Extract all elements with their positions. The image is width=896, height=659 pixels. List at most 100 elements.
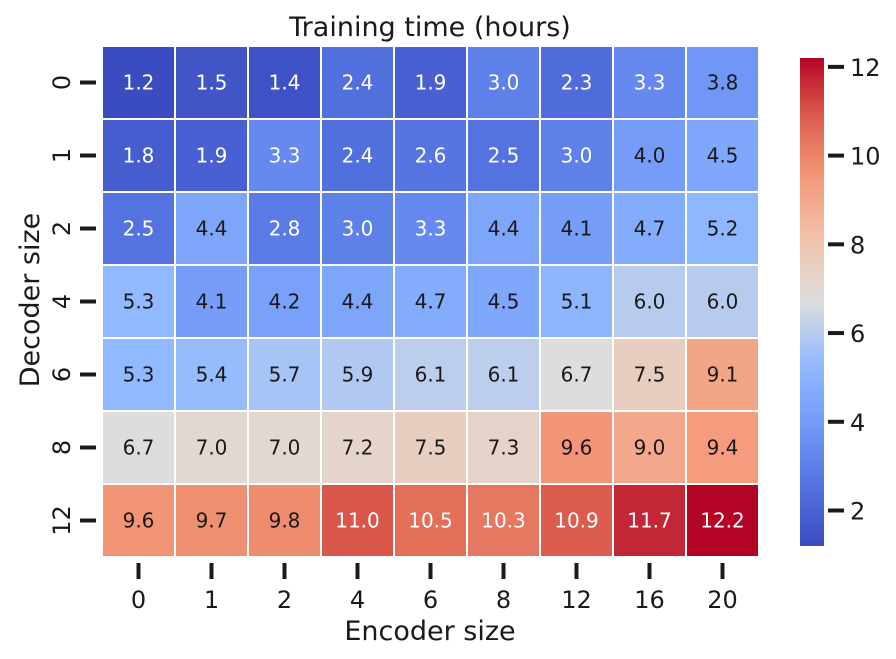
y-tick-label: 6 — [48, 367, 76, 382]
heatmap-cell — [101, 264, 176, 339]
cell-value-label: 2.5 — [123, 217, 155, 241]
cell-value-label: 7.5 — [634, 363, 666, 387]
cell-value-label: 1.2 — [123, 71, 155, 95]
colorbar-tick-label: 6 — [850, 320, 865, 348]
cell-value-label: 2.8 — [269, 217, 301, 241]
heatmap-cell — [685, 337, 760, 412]
cell-value-label: 2.3 — [561, 71, 593, 95]
heatmap-cell — [685, 264, 760, 339]
cell-value-label: 4.5 — [488, 290, 520, 314]
cell-value-label: 5.4 — [196, 363, 228, 387]
cell-value-label: 1.9 — [415, 71, 447, 95]
cell-value-label: 9.6 — [561, 436, 593, 460]
cell-value-label: 10.5 — [408, 509, 453, 533]
cell-value-label: 4.4 — [196, 217, 228, 241]
heatmap-cell — [101, 483, 176, 558]
x-tick-label: 8 — [496, 586, 511, 614]
cell-value-label: 3.3 — [415, 217, 447, 241]
heatmap-cell — [320, 191, 395, 266]
heatmap-cell — [393, 118, 468, 193]
heatmap-cell — [174, 191, 249, 266]
y-tick-label: 4 — [48, 294, 76, 309]
heatmap-cell — [247, 191, 322, 266]
cell-value-label: 9.1 — [707, 363, 739, 387]
cell-value-label: 1.8 — [123, 144, 155, 168]
cell-value-label: 3.8 — [707, 71, 739, 95]
cell-value-label: 4.4 — [342, 290, 374, 314]
cell-value-label: 9.6 — [123, 509, 155, 533]
heatmap-cell — [539, 483, 614, 558]
heatmap-cell — [247, 410, 322, 485]
cell-value-label: 5.3 — [123, 290, 155, 314]
cell-value-label: 5.7 — [269, 363, 301, 387]
cell-value-label: 4.0 — [634, 144, 666, 168]
heatmap-cell — [466, 337, 541, 412]
heatmap-cell — [393, 410, 468, 485]
cell-value-label: 7.0 — [269, 436, 301, 460]
heatmap-cell — [612, 410, 687, 485]
cell-value-label: 6.1 — [415, 363, 447, 387]
cell-value-label: 6.0 — [634, 290, 666, 314]
heatmap-cell — [174, 483, 249, 558]
heatmap-cells — [101, 45, 760, 558]
cell-value-label: 3.3 — [269, 144, 301, 168]
x-axis-label: Encoder size — [344, 616, 515, 647]
cell-value-label: 2.4 — [342, 71, 374, 95]
cell-value-label: 5.2 — [707, 217, 739, 241]
heatmap-cell — [612, 483, 687, 558]
chart-title: Training time (hours) — [288, 12, 571, 43]
colorbar-tick-label: 8 — [850, 231, 865, 259]
cell-value-label: 9.8 — [269, 509, 301, 533]
cell-value-label: 7.3 — [488, 436, 520, 460]
y-axis-label: Decoder size — [15, 213, 46, 388]
cell-value-label: 3.0 — [342, 217, 374, 241]
cell-value-label: 4.5 — [707, 144, 739, 168]
x-tick-label: 1 — [204, 586, 219, 614]
heatmap-cell — [466, 483, 541, 558]
heatmap-cell — [101, 337, 176, 412]
cell-value-label: 11.0 — [335, 509, 380, 533]
heatmap-cell — [174, 45, 249, 120]
colorbar: 2 4 6 8 10 12 — [800, 54, 881, 546]
cell-value-label: 4.4 — [488, 217, 520, 241]
cell-value-label: 10.9 — [554, 509, 599, 533]
colorbar-tick-label: 4 — [850, 409, 865, 437]
cell-value-label: 4.7 — [415, 290, 447, 314]
heatmap-cell — [539, 118, 614, 193]
cell-value-label: 4.7 — [634, 217, 666, 241]
cell-value-label: 5.3 — [123, 363, 155, 387]
heatmap-cell — [101, 410, 176, 485]
y-tick-label: 1 — [48, 148, 76, 163]
heatmap-cell — [101, 118, 176, 193]
cell-value-label: 10.3 — [481, 509, 526, 533]
cell-value-label: 9.4 — [707, 436, 739, 460]
heatmap-cell — [685, 118, 760, 193]
cell-value-label: 11.7 — [627, 509, 672, 533]
cell-value-label: 1.4 — [269, 71, 301, 95]
cell-value-label: 6.7 — [561, 363, 593, 387]
cell-value-label: 2.6 — [415, 144, 447, 168]
heatmap-cell — [320, 410, 395, 485]
cell-value-label: 9.7 — [196, 509, 228, 533]
cell-value-label: 6.7 — [123, 436, 155, 460]
y-tick-label: 12 — [48, 505, 76, 536]
heatmap-cell — [320, 264, 395, 339]
heatmap-cell — [393, 483, 468, 558]
cell-value-label: 7.2 — [342, 436, 374, 460]
colorbar-ticks: 2 4 6 8 10 12 — [828, 54, 881, 526]
colorbar-tick-label: 12 — [850, 54, 881, 82]
x-tick-label: 4 — [350, 586, 365, 614]
x-tick-label: 2 — [277, 586, 292, 614]
cell-value-label: 4.1 — [196, 290, 228, 314]
cell-value-label: 4.2 — [269, 290, 301, 314]
heatmap-cell — [247, 118, 322, 193]
heatmap-cell — [612, 118, 687, 193]
cell-value-label: 9.0 — [634, 436, 666, 460]
heatmap-cell-labels: 1.2 1.5 1.4 2.4 1.9 3.0 2.3 3.3 3.8 1.8 1.9 3.3 2.4 2… — [123, 71, 745, 533]
heatmap-cell — [685, 483, 760, 558]
heatmap-cell — [247, 483, 322, 558]
colorbar-gradient — [800, 58, 824, 546]
heatmap-cell — [393, 191, 468, 266]
